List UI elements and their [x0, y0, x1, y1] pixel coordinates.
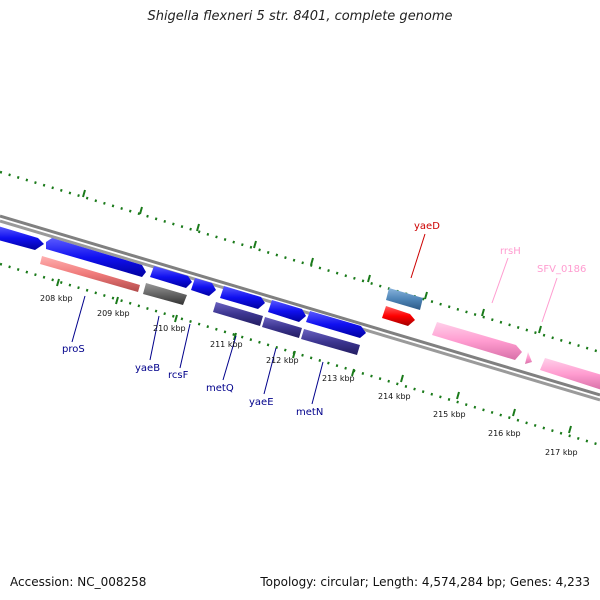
leader-metQ [222, 335, 237, 381]
leader-rcsF [179, 323, 191, 369]
tick-label: 215 kbp [433, 410, 466, 419]
tick-label: 214 kbp [378, 392, 411, 401]
gene-metQ[interactable] [213, 302, 263, 326]
backbone-outer [0, 214, 600, 397]
label-rcsF: rcsF [168, 370, 189, 381]
leader-metN [311, 361, 324, 405]
gene-yaeB[interactable] [143, 283, 187, 305]
gene-blue-1[interactable] [46, 238, 146, 277]
accession-text: Accession: NC_008258 [10, 575, 147, 589]
topology-text: Topology: circular; Length: 4,574,284 bp… [260, 575, 590, 589]
gene-blue-5[interactable] [268, 300, 306, 322]
leader-yaeD [410, 233, 426, 279]
leader-proS [71, 295, 86, 343]
tick-label: 210 kbp [153, 324, 186, 333]
label-yaeD: yaeD [414, 221, 440, 232]
label-rrsH: rrsH [500, 246, 521, 257]
leader-sfv [541, 277, 558, 323]
label-metQ: metQ [206, 383, 234, 394]
gene-red[interactable] [382, 306, 415, 326]
tick-label: 213 kbp [322, 374, 355, 383]
leader-yaeE [263, 347, 277, 395]
gene-small-pink[interactable] [525, 352, 532, 364]
tick-label: 209 kbp [97, 309, 130, 318]
gene-proS[interactable] [40, 256, 140, 292]
label-yaeB: yaeB [135, 363, 160, 374]
gene-yaeE[interactable] [262, 317, 302, 338]
inner-track-ticks [56, 278, 572, 434]
tick-label: 212 kbp [266, 356, 299, 365]
label-metN: metN [296, 407, 323, 418]
label-yaeE: yaeE [249, 397, 274, 408]
label-proS: proS [62, 344, 85, 355]
gene-metN[interactable] [301, 329, 360, 355]
gene-blue-6[interactable] [306, 311, 366, 338]
leader-yaeB [149, 315, 160, 361]
outer-dotted-track [0, 170, 600, 354]
tick-label: 217 kbp [545, 448, 578, 457]
outer-track-ticks [82, 189, 542, 334]
map-title: Shigella flexneri 5 str. 8401, complete … [147, 9, 453, 24]
label-sfv: SFV_0186 [537, 264, 586, 275]
tick-label: 216 kbp [488, 429, 521, 438]
inner-dotted-track [0, 262, 600, 447]
gene-sfv[interactable] [540, 358, 600, 390]
gene-blue-2[interactable] [150, 266, 192, 288]
gene-blue-4[interactable] [220, 286, 265, 309]
gene-blue-3[interactable] [191, 278, 216, 296]
gene-left-edge[interactable] [0, 226, 44, 250]
tick-label: 211 kbp [210, 340, 243, 349]
leader-rrsH [491, 257, 509, 304]
gene-yaeD[interactable] [386, 288, 423, 310]
gene-rrsH[interactable] [432, 322, 522, 360]
tick-label: 208 kbp [40, 294, 73, 303]
